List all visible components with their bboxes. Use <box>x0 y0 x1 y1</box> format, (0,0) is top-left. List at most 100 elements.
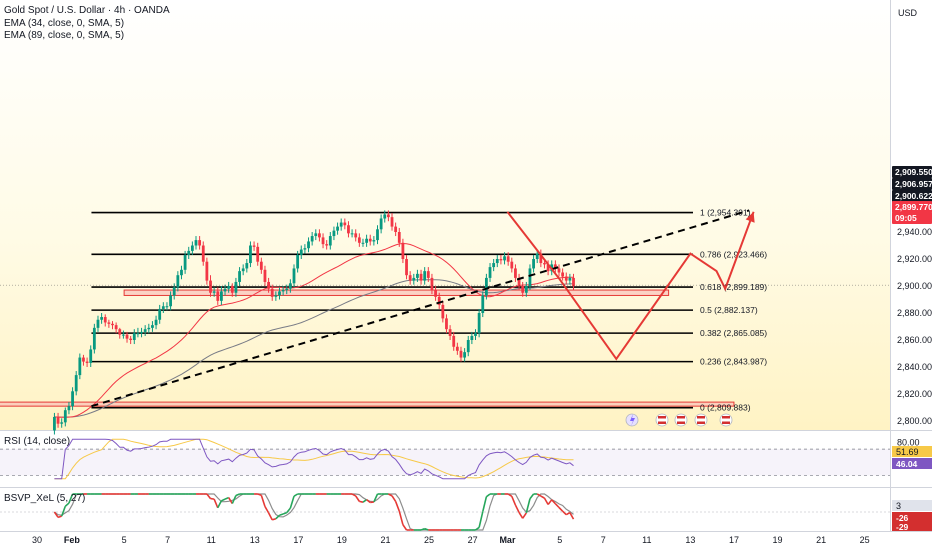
osc-line-segment <box>57 515 62 519</box>
flag-stripe <box>658 419 666 421</box>
candle-body <box>129 338 133 340</box>
osc-line-segment <box>271 517 277 521</box>
candle-body <box>572 277 575 286</box>
x-tick-label: 21 <box>816 535 826 545</box>
candle-body <box>310 236 314 242</box>
candle-body <box>201 245 205 262</box>
x-tick-label: 11 <box>642 535 651 545</box>
flag-stripe <box>722 419 730 421</box>
candle-body <box>328 236 332 246</box>
candle-body <box>107 322 111 324</box>
x-tick-label: 25 <box>860 535 870 545</box>
candle-body <box>434 290 437 297</box>
candle-body <box>259 261 263 270</box>
ema34-legend: EMA (34, close, 0, SMA, 5) <box>4 17 125 29</box>
projection-arrowhead <box>745 211 755 223</box>
rsi-ma-line <box>54 438 574 480</box>
candle-body <box>397 232 401 243</box>
candle-body <box>426 271 430 278</box>
candle-body <box>212 291 216 293</box>
osc-line-segment <box>420 527 425 531</box>
candle-body <box>241 268 245 272</box>
osc-line-segment <box>213 498 219 509</box>
x-tick-label: 19 <box>337 535 347 545</box>
osc-line-segment <box>394 501 401 512</box>
candle-body <box>85 361 89 363</box>
candle-body <box>386 214 390 218</box>
osc-line-segment <box>518 512 524 519</box>
candle-body <box>492 263 496 268</box>
candle-body <box>114 325 118 330</box>
candle-body <box>299 249 303 255</box>
candle-body <box>506 256 510 262</box>
candle-body <box>74 375 78 392</box>
x-tick-label: 7 <box>165 535 170 545</box>
currency-label[interactable]: USD <box>898 8 918 18</box>
osc-line-segment <box>206 493 212 500</box>
osc-line-segment <box>514 504 520 513</box>
candle-body <box>390 217 394 227</box>
osc-line-segment <box>507 493 513 497</box>
candle-body <box>303 248 307 250</box>
candle-body <box>281 290 285 292</box>
candle-body <box>92 327 96 350</box>
candle-body <box>484 277 488 296</box>
price-tag-text: 2,909.550 <box>895 167 932 177</box>
candle-body <box>466 340 470 353</box>
candle-body <box>194 240 198 246</box>
osc-line-segment <box>373 493 379 503</box>
candle-body <box>252 245 256 247</box>
candle-body <box>379 218 383 230</box>
candle-body <box>274 295 278 297</box>
osc-line-segment <box>293 493 299 497</box>
y-tick-label: 2,920.000 <box>897 254 932 264</box>
osc-line-segment <box>235 493 240 497</box>
candle-body <box>564 276 568 281</box>
y-tick-label: 2,860.000 <box>897 335 932 345</box>
candle-body <box>412 277 416 281</box>
price-tag-text: 2,899.770 <box>895 202 932 212</box>
candle-body <box>187 250 191 255</box>
osc-line-segment <box>53 511 59 518</box>
price-tag <box>892 201 932 213</box>
candle-body <box>307 241 310 249</box>
osc-line-segment <box>264 506 270 514</box>
candle-body <box>437 296 441 305</box>
candle-body <box>455 346 459 351</box>
x-tick-label: 27 <box>468 535 478 545</box>
candle-body <box>227 286 231 289</box>
osc-value-2: -26 <box>896 513 909 523</box>
rsi-value-lower: 46.04 <box>896 459 918 469</box>
rsi-axis-label: 80.00 <box>897 438 920 448</box>
price-tag <box>892 212 932 224</box>
candle-body <box>103 317 107 323</box>
candle-body <box>445 318 448 330</box>
candle-body <box>528 268 532 286</box>
osc-line-segment <box>359 500 364 503</box>
candle-body <box>278 291 281 296</box>
flag-stripe <box>697 419 705 421</box>
osc-line-segment <box>68 493 74 504</box>
fib-level-label: 1 (2,954.391) <box>700 208 751 218</box>
osc-line-segment <box>60 505 67 517</box>
ema34-line <box>54 242 574 418</box>
candle-body <box>546 264 550 272</box>
chart-legend: Gold Spot / U.S. Dollar · 4h · OANDA EMA… <box>4 5 170 43</box>
fib-level-label: 0.786 (2,923.466) <box>700 249 767 259</box>
osc-value-1: 3 <box>896 501 901 511</box>
candle-body <box>532 259 535 269</box>
candle-body <box>321 237 325 245</box>
flag-stripe <box>658 416 666 419</box>
ema89-legend: EMA (89, close, 0, SMA, 5) <box>4 30 125 41</box>
fib-level-label: 0.5 (2,882.137) <box>700 305 758 315</box>
osc-line-segment <box>562 510 567 516</box>
candle-body <box>223 288 227 292</box>
price-tag-text: 2,900.622 <box>895 191 932 201</box>
x-tick-label: 5 <box>557 535 562 545</box>
candle-body <box>539 253 543 264</box>
candle-body <box>183 254 187 270</box>
flag-stripe <box>722 421 730 424</box>
candle-body <box>198 240 202 246</box>
